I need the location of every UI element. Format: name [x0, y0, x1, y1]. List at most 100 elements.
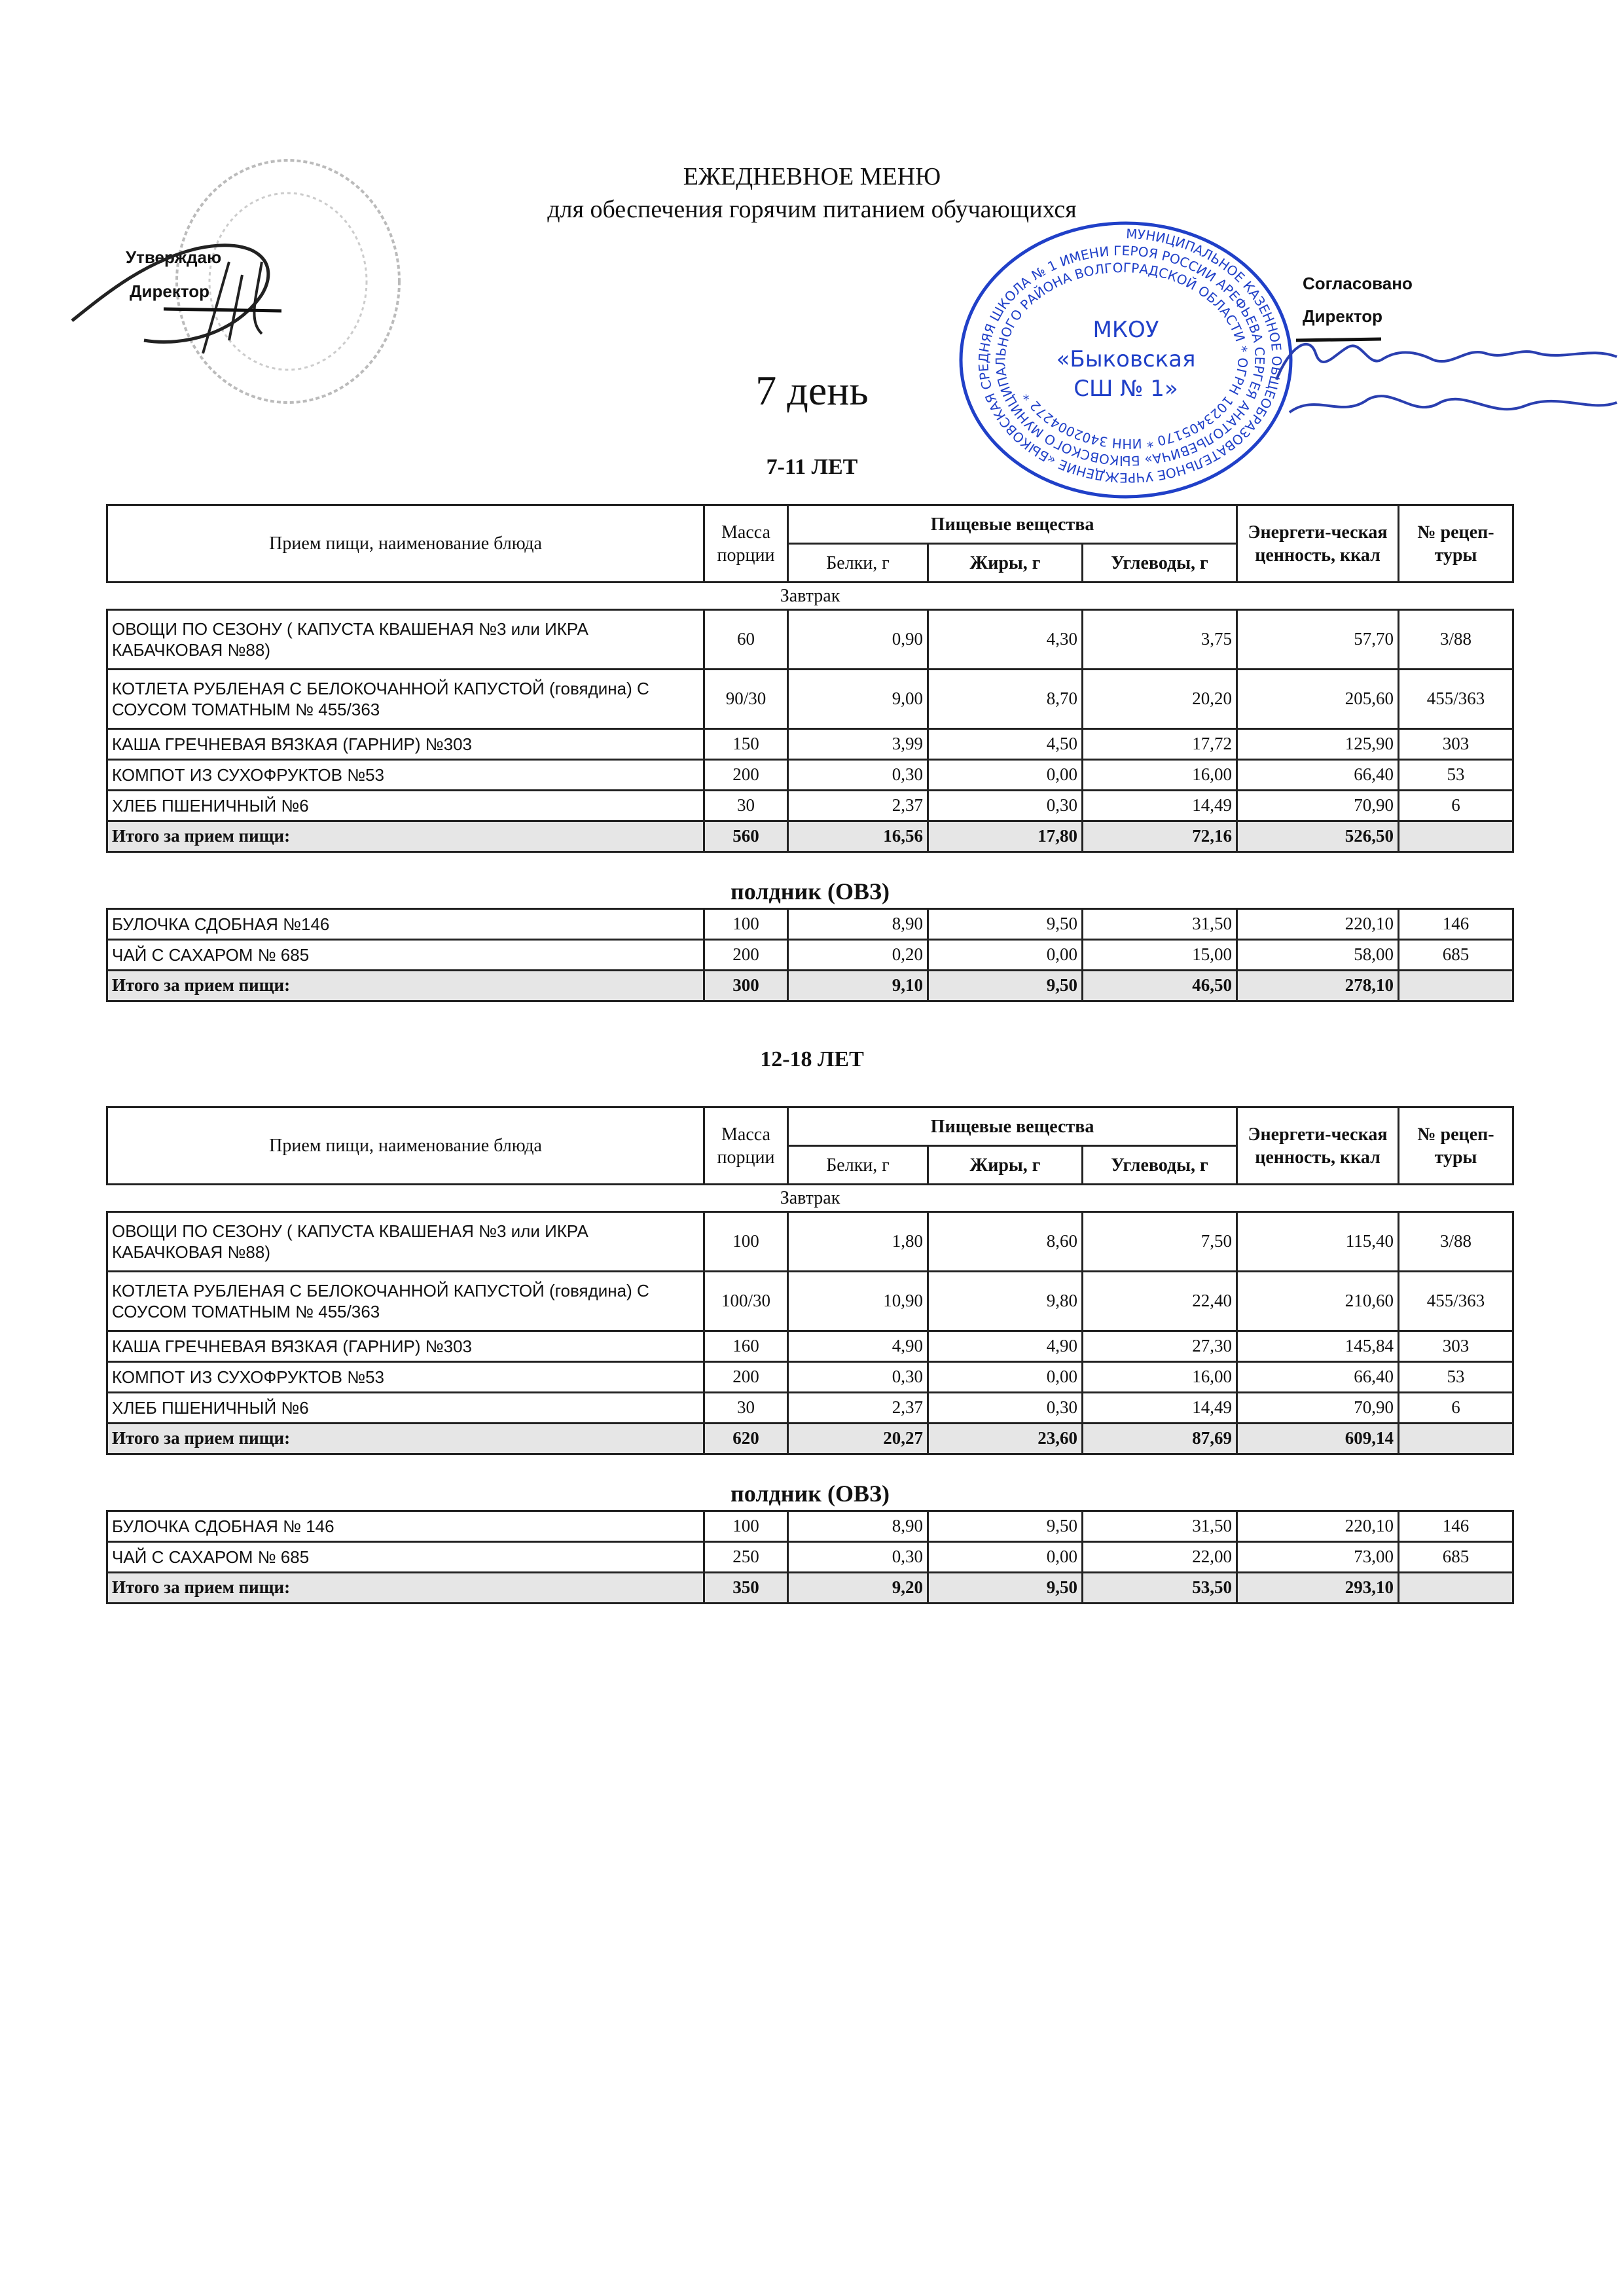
cell-mass: 200: [703, 1361, 789, 1393]
cell-protein: 10,90: [787, 1270, 929, 1332]
cell-carbs: 46,50: [1081, 969, 1238, 1002]
cell-name: БУЛОЧКА СДОБНАЯ №146: [106, 908, 705, 941]
cell-energy: 70,90: [1236, 789, 1399, 822]
column-header-carbs: Углеводы, г: [1081, 1145, 1238, 1185]
cell-name: ОВОЩИ ПО СЕЗОНУ ( КАПУСТА КВАШЕНАЯ №3 ил…: [106, 609, 705, 670]
cell-carbs: 22,40: [1081, 1270, 1238, 1332]
cell-mass: 300: [703, 969, 789, 1002]
menu-table-12-18: Прием пищи, наименование блюда Масса порц…: [106, 1106, 1514, 1604]
table-row: БУЛОЧКА СДОБНАЯ № 146 100 8,90 9,50 31,50 220…: [106, 1510, 1514, 1543]
cell-energy: 293,10: [1236, 1571, 1399, 1604]
cell-recipe: [1398, 1571, 1514, 1604]
column-header-protein: Белки, г: [787, 1145, 929, 1185]
cell-protein: 0,30: [787, 759, 929, 791]
cell-carbs: 87,69: [1081, 1422, 1238, 1455]
cell-name: КОМПОТ ИЗ СУХОФРУКТОВ №53: [106, 759, 705, 791]
cell-protein: 9,00: [787, 668, 929, 730]
cell-energy: 115,40: [1236, 1211, 1399, 1272]
cell-mass: 200: [703, 759, 789, 791]
cell-energy: 205,60: [1236, 668, 1399, 730]
cell-recipe: 146: [1398, 1510, 1514, 1543]
cell-energy: 526,50: [1236, 820, 1399, 853]
cell-energy: 70,90: [1236, 1391, 1399, 1424]
column-header-fat: Жиры, г: [927, 1145, 1083, 1185]
cell-name: ОВОЩИ ПО СЕЗОНУ ( КАПУСТА КВАШЕНАЯ №3 ил…: [106, 1211, 705, 1272]
cell-protein: 3,99: [787, 728, 929, 761]
cell-protein: 2,37: [787, 789, 929, 822]
cell-mass: 100: [703, 1510, 789, 1543]
cell-energy: 58,00: [1236, 939, 1399, 971]
cell-energy: 125,90: [1236, 728, 1399, 761]
day-label: 7 день: [755, 367, 869, 414]
director-signature-icon: [71, 243, 282, 354]
cell-name: КОТЛЕТА РУБЛЕНАЯ С БЕЛОКОЧАННОЙ КАПУСТОЙ…: [106, 668, 705, 730]
cell-carbs: 72,16: [1081, 820, 1238, 853]
cell-fat: 0,00: [927, 939, 1083, 971]
cell-name: Итого за прием пищи:: [106, 820, 705, 853]
stamp-line-1: МКОУ: [1093, 317, 1159, 343]
cell-name: КАША ГРЕЧНЕВАЯ ВЯЗКАЯ (ГАРНИР) №303: [106, 1330, 705, 1363]
cell-name: Итого за прием пищи:: [106, 1422, 705, 1455]
cell-name: ЧАЙ С САХАРОМ № 685: [106, 1541, 705, 1573]
cell-energy: 278,10: [1236, 969, 1399, 1002]
cell-protein: 0,30: [787, 1541, 929, 1573]
cell-carbs: 20,20: [1081, 668, 1238, 730]
cell-carbs: 31,50: [1081, 908, 1238, 941]
cell-mass: 30: [703, 789, 789, 822]
cell-mass: 60: [703, 609, 789, 670]
cell-carbs: 3,75: [1081, 609, 1238, 670]
cell-name: КОМПОТ ИЗ СУХОФРУКТОВ №53: [106, 1361, 705, 1393]
cell-recipe: 146: [1398, 908, 1514, 941]
cell-name: КАША ГРЕЧНЕВАЯ ВЯЗКАЯ (ГАРНИР) №303: [106, 728, 705, 761]
cell-fat: 17,80: [927, 820, 1083, 853]
cell-fat: 4,30: [927, 609, 1083, 670]
cell-name: Итого за прием пищи:: [106, 969, 705, 1002]
cell-fat: 0,00: [927, 759, 1083, 791]
cell-carbs: 53,50: [1081, 1571, 1238, 1604]
cell-protein: 8,90: [787, 1510, 929, 1543]
table-row: КАША ГРЕЧНЕВАЯ ВЯЗКАЯ (ГАРНИР) №303 150 3,…: [106, 728, 1514, 761]
cell-protein: 0,30: [787, 1361, 929, 1393]
column-header-energy: Энергети-ческая ценность, ккал: [1236, 1106, 1399, 1185]
table-row: БУЛОЧКА СДОБНАЯ №146 100 8,90 9,50 31,50 220,…: [106, 908, 1514, 941]
table-row: ХЛЕБ ПШЕНИЧНЫЙ №6 30 2,37 0,30 14,49 70,90 6: [106, 1391, 1514, 1424]
cell-recipe: 3/88: [1398, 609, 1514, 670]
cell-carbs: 17,72: [1081, 728, 1238, 761]
cell-recipe: [1398, 969, 1514, 1002]
cell-fat: 0,00: [927, 1541, 1083, 1573]
handwritten-signature-icon: [1275, 337, 1617, 414]
meal-section-title: полдник (ОВЗ): [107, 1454, 1513, 1512]
cell-recipe: 6: [1398, 1391, 1514, 1424]
cell-energy: 220,10: [1236, 1510, 1399, 1543]
cell-mass: 100: [703, 1211, 789, 1272]
cell-carbs: 16,00: [1081, 759, 1238, 791]
table-row: КОТЛЕТА РУБЛЕНАЯ С БЕЛОКОЧАННОЙ КАПУСТОЙ…: [106, 1270, 1514, 1332]
cell-recipe: 53: [1398, 759, 1514, 791]
column-header-nutrients: Пищевые вещества: [787, 504, 1238, 545]
cell-mass: 160: [703, 1330, 789, 1363]
column-header-recipe: № рецеп-туры: [1398, 504, 1514, 583]
column-header-name: Прием пищи, наименование блюда: [106, 1106, 705, 1185]
cell-energy: 57,70: [1236, 609, 1399, 670]
table-row: ЧАЙ С САХАРОМ № 685 200 0,20 0,00 15,00 58,00…: [106, 939, 1514, 971]
cell-fat: 0,00: [927, 1361, 1083, 1393]
agree-label: Согласовано: [1303, 274, 1413, 293]
cell-mass: 150: [703, 728, 789, 761]
cell-fat: 0,30: [927, 789, 1083, 822]
cell-mass: 30: [703, 1391, 789, 1424]
cell-fat: 23,60: [927, 1422, 1083, 1455]
column-header-nutrients: Пищевые вещества: [787, 1106, 1238, 1147]
stamp-line-3: СШ № 1»: [1074, 376, 1178, 402]
cell-recipe: 3/88: [1398, 1211, 1514, 1272]
cell-recipe: 303: [1398, 728, 1514, 761]
school-stamp-icon: МУНИЦИПАЛЬНОЕ КАЗЕННОЕ ОБЩЕОБРАЗОВАТЕЛЬН…: [959, 221, 1293, 499]
cell-recipe: 455/363: [1398, 1270, 1514, 1332]
meal-section-title: Завтрак: [107, 581, 1513, 611]
column-header-fat: Жиры, г: [927, 543, 1083, 583]
column-header-carbs: Углеводы, г: [1081, 543, 1238, 583]
age-group-title-2: 12-18 ЛЕТ: [760, 1047, 864, 1071]
cell-energy: 210,60: [1236, 1270, 1399, 1332]
cell-fat: 0,30: [927, 1391, 1083, 1424]
cell-protein: 16,56: [787, 820, 929, 853]
cell-mass: 100/30: [703, 1270, 789, 1332]
